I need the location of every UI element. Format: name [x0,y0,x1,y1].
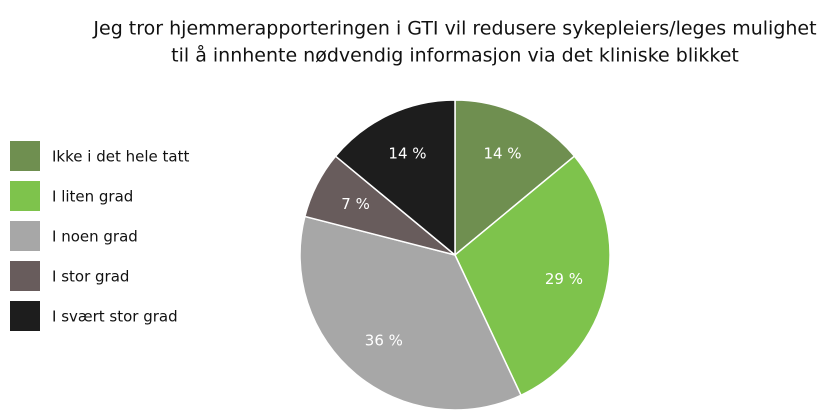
pie-slice [299,215,522,411]
legend-label: I svært stor grad [52,308,178,326]
data-label: 36 % [365,331,403,349]
legend-swatch [10,221,40,251]
data-label: 7 % [341,195,370,213]
legend-swatch [10,301,40,331]
pie-slice [454,99,576,257]
pie-slice [454,155,611,397]
legend-label: I stor grad [52,268,129,286]
data-label: 29 % [545,270,583,288]
legend-label: I liten grad [52,188,133,206]
chart-title: Jeg tror hjemmerapporteringen i GTI vil … [92,18,816,40]
legend-label: I noen grad [52,228,138,246]
data-label: 14 % [388,145,426,163]
legend-swatch [10,141,40,171]
legend-label: Ikke i det hele tatt [52,148,189,166]
chart-title: til å innhente nødvendig informasjon via… [171,44,739,67]
legend-swatch [10,181,40,211]
pie-slice [334,99,456,257]
data-label: 14 % [483,145,521,163]
legend-swatch [10,261,40,291]
